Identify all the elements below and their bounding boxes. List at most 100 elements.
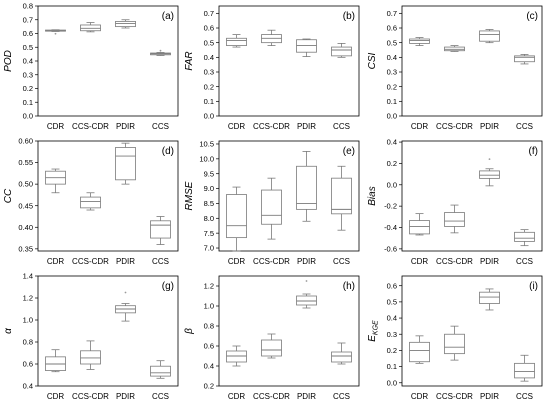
y-tick-label: 0.2	[204, 82, 214, 91]
category-label: PDIR	[480, 392, 499, 401]
iqr-box	[409, 38, 430, 44]
plot-frame	[401, 140, 543, 252]
category-label: CCS-CDR	[436, 392, 473, 401]
y-tick-label: 1.4	[23, 272, 33, 281]
y-tick-label: 0.1	[387, 362, 397, 371]
category-label: CCS	[152, 257, 169, 266]
box-pdir	[479, 158, 500, 187]
category-label: CCS-CDR	[436, 257, 473, 266]
category-label: PDIR	[297, 392, 316, 401]
y-tick-label: 0.4	[23, 57, 33, 66]
box-cdr	[45, 349, 66, 373]
y-tick-label: 8.0	[204, 214, 214, 223]
y-axis-label: CSI	[367, 52, 378, 69]
y-tick-label: 0.3	[387, 68, 397, 77]
y-tick-label: 7.5	[204, 229, 214, 238]
category-label: CCS-CDR	[253, 122, 290, 131]
outlier-point	[305, 280, 308, 282]
box-ccs-cdr	[80, 22, 101, 33]
panel-b: 0.0 0.1 0.2 0.3 0.4 0.5 0.6 0.7 FAR (b) CDR CCS-CDR…	[184, 5, 360, 131]
plot-frame	[37, 5, 179, 117]
category-label: CDR	[228, 122, 246, 131]
y-tick-label: 0.55	[18, 158, 33, 167]
category-label: PDIR	[297, 122, 316, 131]
y-tick-label: 0.6	[23, 29, 33, 38]
y-tick-label: 0.4	[387, 138, 397, 147]
y-tick-label: 0.0	[204, 112, 214, 121]
y-tick-label: 0.0	[387, 112, 397, 121]
box-cdr	[409, 213, 430, 236]
panel-f: -0.6 -0.4 -0.2 0.0 0.2 0.4 Bias (f) CDR CCS-CDR PD…	[367, 138, 543, 266]
category-label: CCS-CDR	[72, 257, 109, 266]
y-tick-label: 0.2	[23, 84, 33, 93]
box-ccs-cdr	[444, 204, 465, 234]
iqr-box	[444, 212, 465, 227]
category-label: PDIR	[480, 122, 499, 131]
panel-g: 0.4 0.6 0.8 1.0 1.2 1.4 α (g) CDR CCS-CDR PDIR CCS	[3, 272, 179, 401]
y-tick-label: 0.4	[23, 382, 33, 391]
box-ccs-cdr	[80, 192, 101, 211]
iqr-box	[479, 291, 500, 304]
panel-label: (i)	[529, 281, 538, 292]
iqr-box	[226, 37, 247, 46]
box-ccs	[150, 49, 171, 56]
box-ccs-cdr	[261, 29, 282, 46]
y-tick-label: 0.6	[204, 342, 214, 351]
y-tick-label: 0.35	[18, 244, 33, 253]
y-tick-label: 0.7	[23, 15, 33, 24]
box-ccs	[514, 54, 535, 65]
y-tick-label: 1.2	[23, 294, 33, 303]
category-label: PDIR	[116, 257, 135, 266]
y-tick-label: 0.4	[387, 53, 397, 62]
y-tick-label: 9.0	[204, 184, 214, 193]
iqr-box	[115, 147, 136, 181]
category-label: CCS-CDR	[72, 122, 109, 131]
y-tick-label: 0.0	[387, 180, 397, 189]
plot-frame	[218, 275, 360, 387]
y-axis-label: CC	[3, 188, 14, 203]
y-tick-label: 0.5	[387, 297, 397, 306]
iqr-box	[444, 333, 465, 355]
panel-label: (f)	[529, 146, 538, 157]
y-tick-label: 0.3	[387, 330, 397, 339]
y-tick-label: 0.5	[204, 38, 214, 47]
box-pdir	[115, 291, 136, 322]
y-axis-label: EKGE	[367, 320, 380, 342]
y-tick-label: 0.1	[23, 98, 33, 107]
y-tick-label: 0.6	[387, 24, 397, 33]
iqr-box	[80, 350, 101, 365]
plot-frame	[401, 5, 543, 117]
box-cdr	[409, 37, 430, 46]
iqr-box	[331, 177, 352, 215]
iqr-box	[150, 220, 171, 239]
panel-h: 0.2 0.4 0.6 0.8 1.0 1.2 β (h) CDR CCS-CDR PDIR CCS	[184, 275, 360, 401]
box-ccs	[514, 229, 535, 247]
y-tick-label: 0.5	[23, 43, 33, 52]
box-ccs-cdr	[444, 45, 465, 52]
y-tick-label: 0.1	[387, 97, 397, 106]
box-ccs-cdr	[261, 177, 282, 240]
panel-label: (a)	[162, 11, 174, 22]
box-cdr	[226, 34, 247, 48]
iqr-box	[409, 341, 430, 363]
y-tick-label: 0.6	[204, 24, 214, 33]
category-label: PDIR	[116, 392, 135, 401]
panel-a: 0.0 0.1 0.2 0.3 0.4 0.5 0.6 0.7 0.8 POD (a) CDR CCS-…	[3, 2, 179, 131]
iqr-box	[479, 30, 500, 42]
y-tick-label: -0.6	[384, 244, 397, 253]
box-ccs	[514, 354, 535, 382]
iqr-box	[226, 194, 247, 239]
y-tick-label: 0.8	[204, 322, 214, 331]
plot-frame	[218, 140, 360, 252]
category-label: CDR	[411, 392, 429, 401]
y-tick-label: 0.3	[23, 70, 33, 79]
category-label: CCS	[333, 257, 350, 266]
y-tick-label: 0.2	[387, 159, 397, 168]
panel-c: 0.0 0.1 0.2 0.3 0.4 0.5 0.6 0.7 CSI (c) CDR CCS-CDR…	[367, 5, 543, 131]
category-label: CCS	[152, 122, 169, 131]
y-tick-label: 0.2	[387, 346, 397, 355]
category-label: CDR	[47, 122, 65, 131]
y-tick-label: 0.0	[23, 112, 33, 121]
y-axis-label: Bias	[367, 186, 378, 205]
